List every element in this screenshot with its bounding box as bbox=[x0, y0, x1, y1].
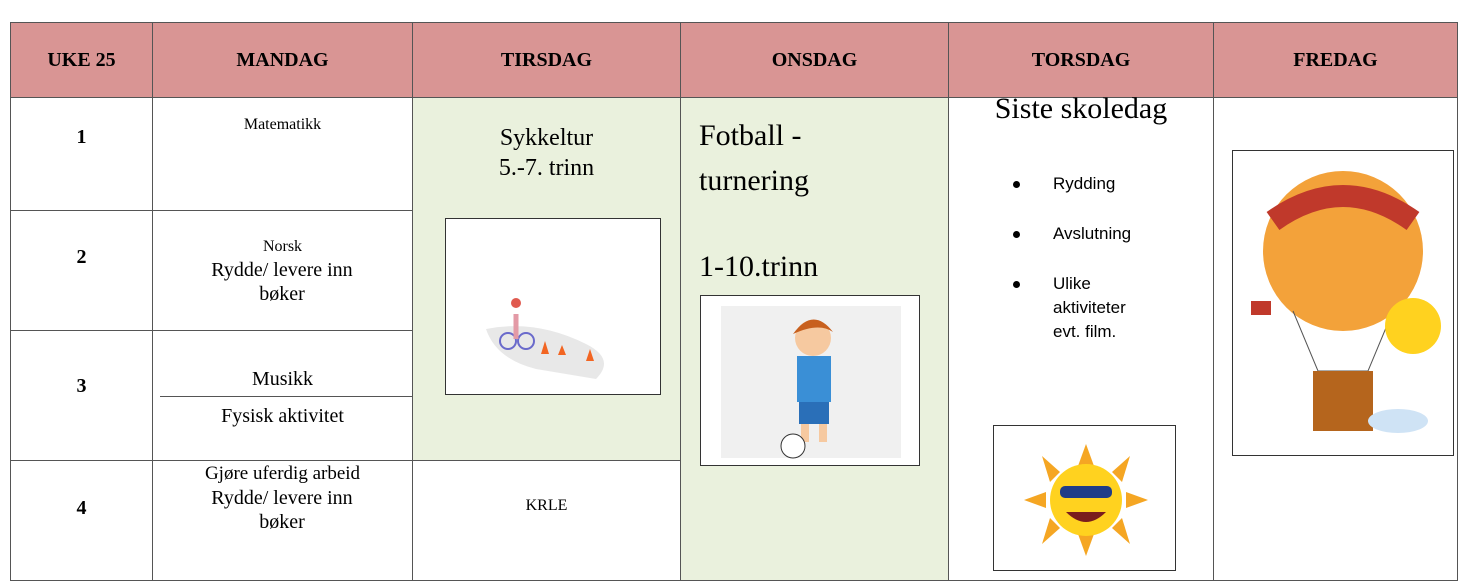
bullet-item: Avslutning bbox=[1003, 222, 1183, 246]
grades: 1-10.trinn bbox=[699, 250, 819, 283]
header-text: TORSDAG bbox=[1031, 48, 1131, 71]
cell bbox=[1213, 97, 1458, 581]
cell bbox=[10, 210, 153, 331]
subject: Gjøre uferdig arbeid bbox=[204, 463, 361, 484]
cell bbox=[412, 460, 681, 581]
bullet-item: Rydding bbox=[1003, 172, 1183, 196]
cell bbox=[10, 97, 153, 211]
subject: Matematikk bbox=[243, 116, 322, 133]
lesson-number: 3 bbox=[76, 375, 87, 397]
header-cell: MANDAG bbox=[152, 22, 413, 98]
header-text: TIRSDAG bbox=[500, 48, 593, 71]
header-text: ONSDAG bbox=[771, 48, 858, 71]
bullet-item: Ulike aktiviteter evt. film. bbox=[1003, 272, 1153, 344]
subject: Norsk bbox=[262, 238, 303, 255]
football-image bbox=[700, 295, 920, 466]
event-title: Fotball - bbox=[699, 119, 802, 152]
subject: Rydde/ levere inn bøker bbox=[211, 487, 353, 533]
lesson-number: 2 bbox=[76, 246, 87, 268]
subject: Musikk bbox=[251, 368, 314, 390]
header-text: FREDAG bbox=[1293, 48, 1378, 71]
balloon-image bbox=[1232, 150, 1454, 456]
cell bbox=[10, 460, 153, 581]
event-title: 5.-7. trinn bbox=[498, 155, 595, 181]
header-text: MANDAG bbox=[236, 48, 329, 71]
header-cell: ONSDAG bbox=[680, 22, 949, 98]
event-title: turnering bbox=[699, 164, 809, 197]
header-text: UKE 25 bbox=[47, 48, 116, 71]
day-title: Siste skoledag bbox=[994, 92, 1168, 125]
bike-image bbox=[445, 218, 661, 395]
divider bbox=[160, 396, 412, 397]
bullet-list: Rydding Avslutning Ulike aktiviteter evt… bbox=[1003, 172, 1183, 370]
lesson-number: 4 bbox=[76, 497, 87, 519]
lesson-number: 1 bbox=[76, 126, 87, 148]
subject: Rydde/ levere inn bøker bbox=[211, 259, 353, 305]
cell bbox=[152, 97, 413, 211]
header-cell: UKE 25 bbox=[10, 22, 153, 98]
subject: KRLE bbox=[525, 497, 568, 514]
sun-image bbox=[993, 425, 1176, 571]
header-cell: TORSDAG bbox=[948, 22, 1214, 98]
subject: Fysisk aktivitet bbox=[221, 405, 344, 427]
event-title: Sykkeltur bbox=[499, 125, 594, 151]
header-cell: TIRSDAG bbox=[412, 22, 681, 98]
header-cell: FREDAG bbox=[1213, 22, 1458, 98]
